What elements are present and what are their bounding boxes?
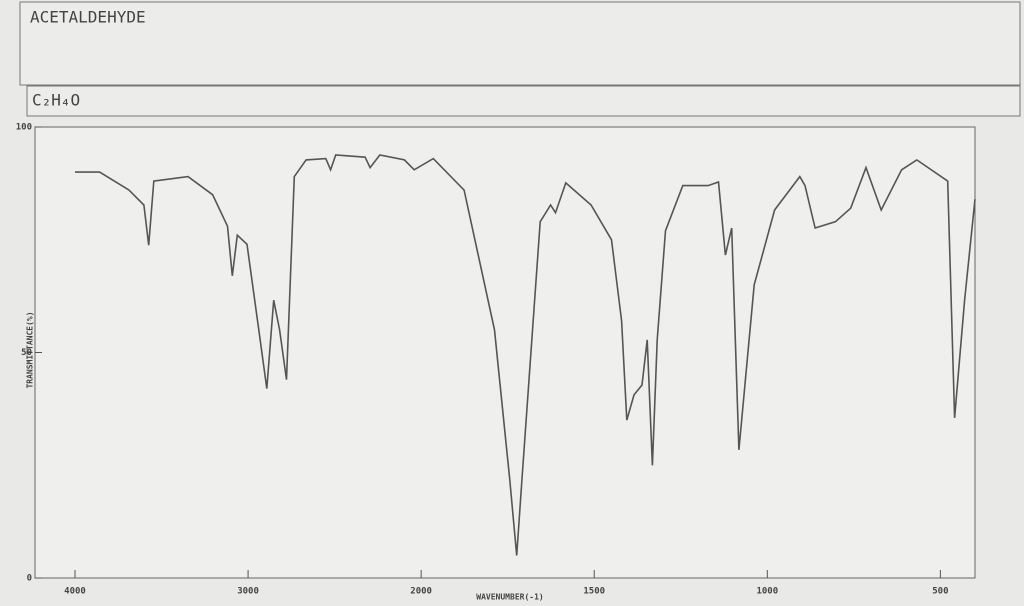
y-tick-label: 50 — [21, 348, 32, 358]
x-axis-label: WAVENUMBER(-1) — [476, 593, 543, 602]
x-tick-label: 4000 — [64, 587, 86, 597]
x-tick-label: 1000 — [756, 587, 778, 597]
chart-subtitle: C₂H₄O — [32, 91, 80, 110]
y-tick-label: 0 — [27, 574, 32, 584]
y-axis-label: TRANSMITTANCE(%) — [26, 311, 35, 388]
plot-frame — [34, 126, 976, 579]
title-box — [19, 1, 1021, 86]
chart-title: ACETALDEHYDE — [30, 8, 146, 27]
spectrum-line — [75, 154, 976, 556]
x-tick-label: 500 — [932, 587, 948, 597]
y-tick-label: 100 — [16, 123, 32, 133]
x-tick-label: 1500 — [583, 587, 605, 597]
x-tick-label: 3000 — [237, 587, 259, 597]
formula-box — [26, 85, 1021, 117]
x-tick-label: 2000 — [410, 587, 432, 597]
